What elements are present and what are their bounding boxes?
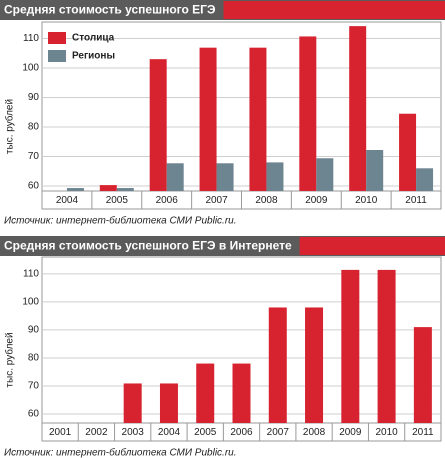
bar (232, 363, 251, 423)
bar (266, 162, 284, 191)
bar (416, 168, 434, 191)
x-tick-label: 2008 (303, 427, 326, 438)
bar (349, 26, 367, 191)
y-tick-label: 60 (28, 409, 40, 420)
bar (399, 113, 417, 191)
x-tick-label: 2007 (205, 195, 228, 206)
x-tick-label: 2007 (267, 427, 290, 438)
bar (159, 383, 178, 423)
x-tick-label: 2006 (230, 427, 253, 438)
bar (199, 47, 217, 192)
legend-swatch (48, 50, 66, 62)
source-note: Источник: интернет-библиотека СМИ Public… (4, 447, 237, 458)
bar (116, 188, 134, 191)
y-tick-label: 70 (28, 151, 40, 162)
y-axis-label: тыс. рублей (4, 99, 16, 154)
title-accent (299, 237, 445, 255)
x-tick-label: 2004 (158, 427, 181, 438)
x-tick-label: 2004 (56, 195, 79, 206)
bar (66, 188, 84, 191)
bar (166, 163, 184, 191)
x-tick-label: 2003 (122, 427, 145, 438)
bar (316, 158, 334, 191)
legend-swatch (48, 32, 66, 44)
y-tick-label: 100 (22, 63, 39, 74)
chart-title: Средняя стоимость успешного ЕГЭ (4, 3, 216, 17)
legend-label: Регионы (72, 51, 115, 62)
y-tick-label: 80 (28, 353, 40, 364)
legend-label: Столица (72, 33, 115, 44)
x-tick-label: 2001 (49, 427, 72, 438)
bar (341, 269, 360, 423)
x-tick-label: 2011 (412, 427, 434, 438)
y-tick-label: 60 (28, 181, 40, 192)
bar (413, 327, 432, 423)
bar (123, 383, 142, 423)
y-tick-label: 90 (28, 325, 40, 336)
x-tick-label: 2009 (339, 427, 362, 438)
bar (149, 59, 167, 191)
source-note: Источник: интернет-библиотека СМИ Public… (4, 215, 237, 227)
bar (299, 36, 317, 191)
y-tick-label: 110 (23, 268, 39, 279)
x-tick-label: 2010 (375, 427, 398, 438)
x-tick-label: 2011 (405, 195, 427, 206)
x-tick-label: 2002 (85, 427, 108, 438)
x-tick-label: 2010 (355, 195, 378, 206)
bar (366, 150, 384, 191)
x-tick-label: 2008 (255, 195, 278, 206)
y-tick-label: 100 (22, 297, 39, 308)
y-tick-label: 90 (28, 92, 40, 103)
bar (196, 363, 215, 423)
bar (305, 307, 324, 423)
x-tick-label: 2006 (156, 195, 179, 206)
y-axis-label: тыс. рублей (4, 332, 16, 387)
bar (249, 47, 267, 192)
bar (216, 163, 234, 191)
chart-title: Средняя стоимость успешного ЕГЭ в Интерн… (4, 239, 292, 253)
title-accent (223, 1, 445, 19)
x-tick-label: 2005 (106, 195, 129, 206)
y-tick-label: 70 (28, 381, 40, 392)
x-tick-label: 2009 (305, 195, 328, 206)
y-tick-label: 80 (28, 122, 40, 133)
bar (99, 185, 117, 191)
x-tick-label: 2005 (194, 427, 217, 438)
y-tick-label: 110 (23, 33, 39, 44)
bar (268, 307, 287, 423)
bar (377, 269, 396, 423)
